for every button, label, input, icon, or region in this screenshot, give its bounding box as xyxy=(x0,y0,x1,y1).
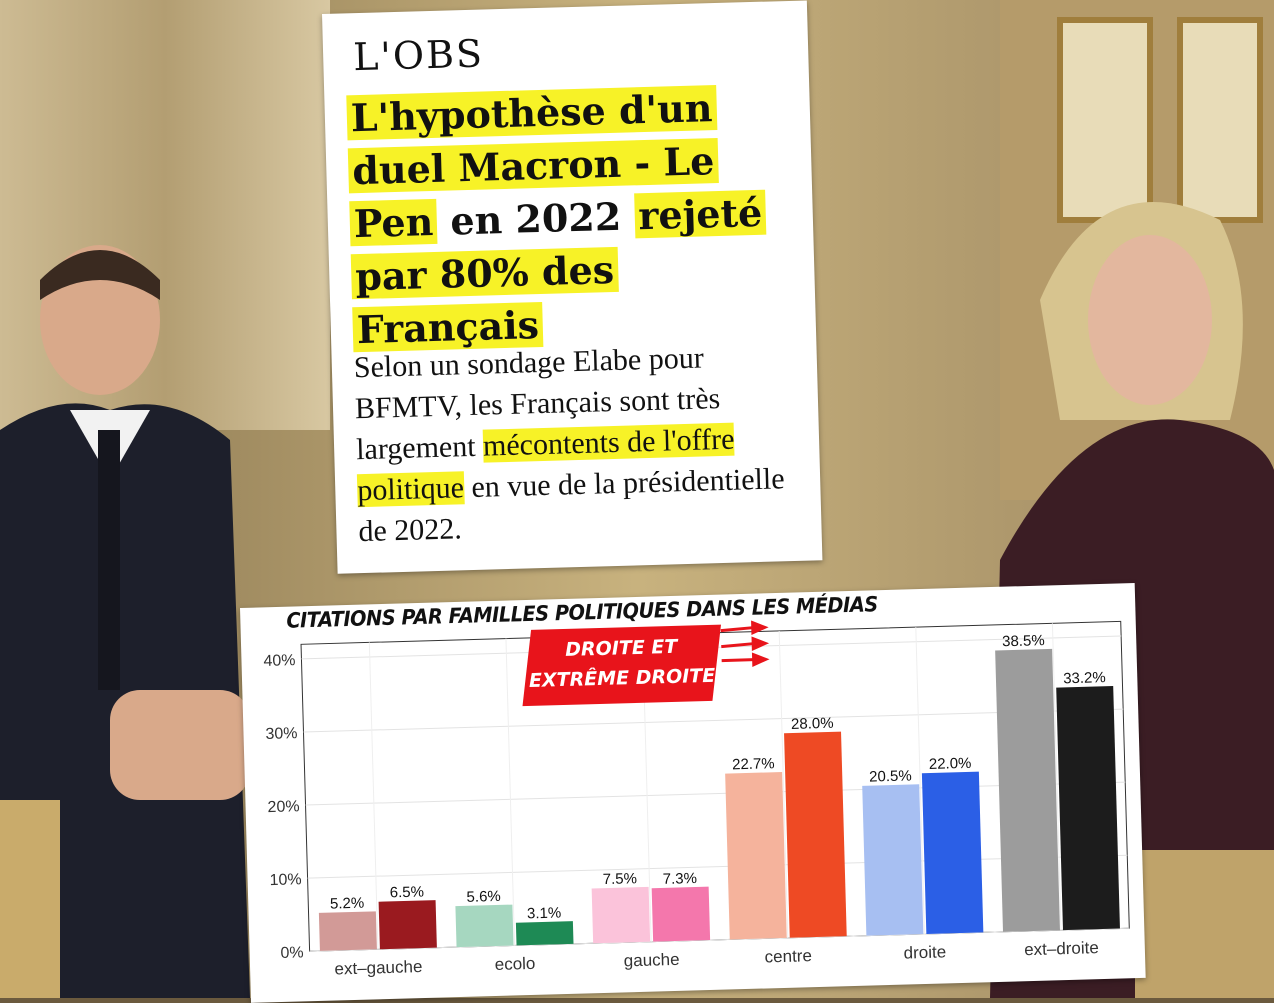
grid-line xyxy=(915,627,925,935)
bar-value-label: 22.7% xyxy=(732,755,775,773)
headline-plain: en 2022 xyxy=(436,193,636,244)
y-tick-label: 40% xyxy=(263,652,295,670)
bar xyxy=(1056,685,1120,931)
bar xyxy=(455,904,514,948)
bar-value-label: 3.1% xyxy=(527,904,562,922)
arrows-icon xyxy=(720,620,770,667)
bar-value-label: 22.0% xyxy=(929,755,972,773)
bar xyxy=(921,771,984,934)
bar xyxy=(725,772,787,940)
bar-value-label: 5.2% xyxy=(330,895,365,913)
x-tick-label: gauche xyxy=(624,950,680,971)
bar xyxy=(515,921,574,946)
article-lead: Selon un sondage Elabe pour BFMTV, les F… xyxy=(353,335,809,552)
grid-line xyxy=(307,854,1128,879)
bar xyxy=(862,784,924,936)
grid-line xyxy=(368,642,379,950)
y-tick-label: 20% xyxy=(267,798,299,816)
publication-logo: L'OBS xyxy=(352,31,485,80)
bar xyxy=(591,886,651,944)
bar-value-label: 7.5% xyxy=(603,870,638,888)
bar-value-label: 20.5% xyxy=(869,767,912,785)
bar xyxy=(784,731,847,938)
bar-value-label: 28.0% xyxy=(791,715,834,733)
x-tick-label: droite xyxy=(903,942,946,962)
x-tick-label: centre xyxy=(764,946,812,966)
x-tick-label: ext–gauche xyxy=(334,957,422,978)
left-person-figure xyxy=(0,245,250,998)
bar-value-label: 38.5% xyxy=(1002,632,1045,650)
bar-value-label: 33.2% xyxy=(1063,669,1106,687)
bar xyxy=(995,648,1060,932)
article-headline: L'hypothèse d'un duel Macron - Le Pen en… xyxy=(346,79,793,356)
bar-value-label: 5.6% xyxy=(466,888,501,906)
grid-line xyxy=(309,927,1130,952)
x-tick-label: ecolo xyxy=(494,954,535,974)
bar xyxy=(378,900,437,950)
article-card: L'OBS L'hypothèse d'un duel Macron - Le … xyxy=(322,0,823,574)
grid-line xyxy=(505,638,516,946)
grid-line xyxy=(778,630,789,938)
y-tick-label: 30% xyxy=(265,725,297,743)
ribbon-text: DROITE ET EXTRÊME DROITE xyxy=(526,631,718,696)
bar xyxy=(318,911,377,951)
chart-card: 0% 10% 20% 30% 40% 5.2% 6.5% ext–gauche 5.6% 3.1%… xyxy=(240,583,1146,1003)
bar-chart: 0% 10% 20% 30% 40% 5.2% 6.5% ext–gauche 5.6% 3.1%… xyxy=(263,620,1130,978)
bar xyxy=(651,886,711,942)
grid-line xyxy=(303,708,1124,733)
ribbon-line-2: EXTRÊME DROITE xyxy=(528,664,716,692)
y-tick-label: 0% xyxy=(280,944,304,962)
grid-line xyxy=(305,781,1126,806)
bar-value-label: 7.3% xyxy=(663,870,698,888)
x-tick-label: ext–droite xyxy=(1024,938,1099,959)
grid-line xyxy=(1051,623,1062,931)
annotation-ribbon: DROITE ET EXTRÊME DROITE xyxy=(522,624,721,707)
y-tick-label: 10% xyxy=(269,871,301,889)
bar-value-label: 6.5% xyxy=(390,883,425,901)
